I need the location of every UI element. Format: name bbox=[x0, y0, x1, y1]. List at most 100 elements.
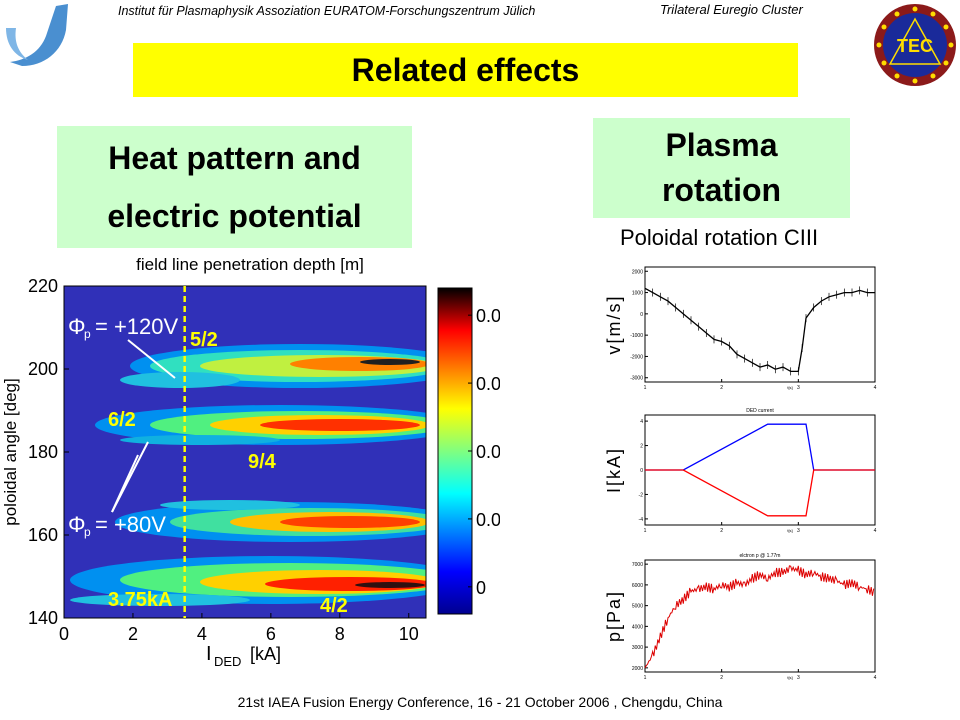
subplot-frame bbox=[644, 559, 876, 673]
rotation-box-line1: Plasma bbox=[665, 127, 778, 163]
star-ring-icon bbox=[876, 6, 954, 84]
heatmap-xlabel: I DED [kA] bbox=[206, 643, 281, 669]
x-tick-label: 2 bbox=[128, 624, 138, 644]
subplot-y-tick-label: -4 bbox=[639, 517, 644, 523]
cluster-header: Trilateral Euregio Cluster bbox=[660, 2, 803, 17]
pressure-plot: elctron p @ 1.77m 1 2 3 4 t[s] 7000 6000 5000 400… bbox=[604, 553, 877, 681]
heatmap-annotations: Φ p = +120V Φ p = +80V bbox=[68, 314, 179, 539]
phi-upper-symbol: Φ bbox=[68, 314, 86, 339]
subplot-series-line bbox=[644, 287, 875, 373]
heatmap-y-ticks: 140 160 180 200 220 bbox=[28, 276, 69, 628]
subplot-y-tick-label: 4 bbox=[640, 419, 643, 425]
subplot-x-tick-label: 2 bbox=[720, 675, 723, 681]
y-tick-label: 200 bbox=[28, 359, 58, 379]
subplot-y-tick-label: 6000 bbox=[632, 583, 643, 589]
phi-lower-value: = +80V bbox=[95, 512, 166, 537]
subplot-y-tick-label: 3000 bbox=[632, 645, 643, 651]
subplot-y-tick-label: 4000 bbox=[632, 624, 643, 630]
heat-box-line1: Heat pattern and bbox=[108, 140, 361, 176]
colorbar-tick-label: 0.04 bbox=[476, 442, 500, 462]
subplot-ylabel: p[Pa] bbox=[604, 590, 624, 642]
xlabel-unit: [kA] bbox=[250, 644, 281, 664]
subplot-y-tick-label: -2 bbox=[639, 492, 644, 498]
subplot-x-tick-label: 1 bbox=[644, 675, 647, 681]
x-tick-label: 8 bbox=[335, 624, 345, 644]
subplot-y-tick-label: 7000 bbox=[632, 562, 643, 568]
subplot-y-tick-label: 0 bbox=[640, 468, 643, 474]
heatmap-ylabel: poloidal angle [deg] bbox=[1, 378, 20, 525]
subplot-series-line bbox=[645, 469, 875, 517]
subplot-xlabel: t[s] bbox=[787, 385, 792, 390]
subplot-y-tick-label: -2000 bbox=[630, 354, 643, 360]
subplot-xlabel: t[s] bbox=[787, 675, 792, 680]
colorbar-tick-label: 0.06 bbox=[476, 374, 500, 394]
y-tick-label: 180 bbox=[28, 442, 58, 462]
phi-upper-sub: p bbox=[84, 327, 91, 341]
subplot-title: elctron p @ 1.77m bbox=[740, 553, 781, 559]
subplot-y-tick-label: 2 bbox=[640, 444, 643, 450]
subplot-frame bbox=[644, 266, 876, 383]
velocity-plot: 1 2 3 4 t[s] 2000 1000 0 -1000 -2000 -3000 v[m/s] bbox=[604, 266, 877, 391]
y-tick-label: 220 bbox=[28, 276, 58, 296]
colorbar-tick-label: 0.08 bbox=[476, 306, 500, 326]
subplot-x-tick-label: 4 bbox=[874, 385, 877, 391]
poloidal-rotation-label: Poloidal rotation CIII bbox=[620, 225, 819, 250]
subplot-x-tick-label: 3 bbox=[797, 675, 800, 681]
subplot-y-tick-label: 2000 bbox=[632, 666, 643, 672]
x-tick-label: 6 bbox=[266, 624, 276, 644]
mode-4-2: 4/2 bbox=[320, 595, 348, 617]
title-banner: Related effects bbox=[133, 43, 798, 97]
ded-current-plot: DED current 1 2 3 4 t[s] 4 2 0 -2 -4 I[kA] bbox=[604, 408, 877, 534]
subplot-x-tick-label: 1 bbox=[644, 528, 647, 534]
subplot-xlabel: t[s] bbox=[787, 528, 792, 533]
colorbar-tick-label: 0.02 bbox=[476, 510, 500, 530]
institute-header: Institut für Plasmaphysik Assoziation EU… bbox=[118, 4, 536, 18]
colorbar-tick-label: 0 bbox=[476, 578, 486, 598]
subplot-x-tick-label: 1 bbox=[644, 385, 647, 391]
plasma-rotation-box: Plasma rotation bbox=[593, 118, 850, 218]
x-tick-label: 0 bbox=[59, 624, 69, 644]
subplot-x-tick-label: 4 bbox=[874, 675, 877, 681]
subplot-x-tick-label: 3 bbox=[797, 385, 800, 391]
mode-6-2: 6/2 bbox=[108, 409, 136, 431]
rotation-box-line2: rotation bbox=[661, 172, 782, 208]
subplot-y-tick-label: 1000 bbox=[632, 291, 643, 297]
subplot-y-tick-label: -3000 bbox=[630, 376, 643, 382]
subplot-y-tick-label: 2000 bbox=[632, 269, 643, 275]
xlabel-sub: DED bbox=[214, 654, 241, 669]
x-tick-label: 4 bbox=[197, 624, 207, 644]
subplot-x-tick-label: 2 bbox=[720, 385, 723, 391]
subplot-y-tick-label: -1000 bbox=[630, 333, 643, 339]
xlabel-main: I bbox=[206, 643, 212, 665]
phi-lower-symbol: Φ bbox=[68, 512, 86, 537]
ipp-logo bbox=[6, 4, 68, 66]
subplot-x-tick-label: 2 bbox=[720, 528, 723, 534]
mode-5-2: 5/2 bbox=[190, 329, 218, 351]
heatmap-title: field line penetration depth [m] bbox=[136, 255, 364, 274]
subplot-x-tick-label: 3 bbox=[797, 528, 800, 534]
phi-lower-sub: p bbox=[84, 525, 91, 539]
subplot-title: DED current bbox=[746, 408, 774, 414]
heat-box-line2: electric potential bbox=[107, 198, 362, 234]
y-tick-label: 140 bbox=[28, 608, 58, 628]
slide-title: Related effects bbox=[351, 51, 580, 88]
subplot-y-tick-label: 0 bbox=[640, 312, 643, 318]
subplot-y-tick-label: 5000 bbox=[632, 604, 643, 610]
tec-logo-text: TEC bbox=[897, 36, 933, 56]
phi-upper-value: = +120V bbox=[95, 314, 179, 339]
heatmap-x-ticks: 0 2 4 6 8 10 bbox=[59, 613, 419, 644]
mode-labels: 5/2 6/2 9/4 4/2 3.75kA bbox=[108, 329, 348, 617]
x-tick-label: 10 bbox=[399, 624, 419, 644]
subplot-ylabel: v[m/s] bbox=[604, 295, 624, 355]
heatmap-plot bbox=[64, 286, 426, 618]
colorbar bbox=[437, 287, 473, 615]
tec-logo: TEC bbox=[874, 4, 956, 86]
y-tick-label: 160 bbox=[28, 525, 58, 545]
threshold-label: 3.75kA bbox=[108, 589, 173, 611]
subplot-series-line bbox=[644, 565, 875, 669]
footer-conference: 21st IAEA Fusion Energy Conference, 16 -… bbox=[237, 694, 723, 710]
mode-9-4: 9/4 bbox=[248, 451, 277, 473]
colorbar-ticks: 0 0.02 0.04 0.06 0.08 bbox=[468, 306, 500, 598]
right-plots: 1 2 3 4 t[s] 2000 1000 0 -1000 -2000 -3000 v[m/s] D… bbox=[604, 266, 877, 681]
heat-pattern-box: Heat pattern and electric potential bbox=[57, 126, 412, 248]
